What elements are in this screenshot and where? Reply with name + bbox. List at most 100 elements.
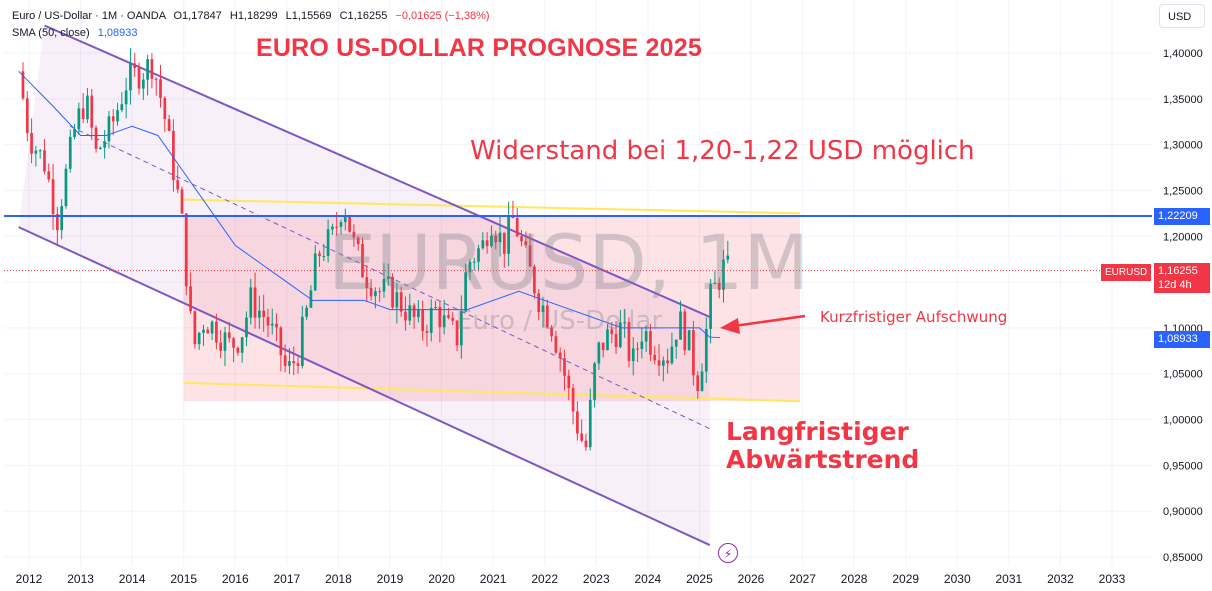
candle-body [726,255,730,260]
price-tick-label: 1,30000 [1163,140,1203,152]
candle-body [593,363,596,400]
time-tick-label: 2031 [996,572,1023,586]
candle-body [137,67,141,89]
time-tick-label: 2016 [222,572,249,586]
candle-body [554,336,558,353]
candle-body [520,236,523,242]
time-tick-label: 2018 [325,572,352,586]
candle-body [60,206,64,231]
candle-body [98,147,102,149]
candle-body [550,327,553,337]
candle-body [176,180,180,190]
chart-legend[interactable]: Euro / US-Dollar · 1M · OANDA O1,17847 H… [12,8,490,42]
candle-body [455,320,459,346]
candle-body [270,323,274,326]
candle-body [223,332,227,351]
price-tick-label: 1,40000 [1163,48,1203,60]
candle-body [43,150,46,172]
price-tick-label: 1,35000 [1163,94,1203,106]
candle-body [266,317,270,326]
candle-body [25,98,29,133]
candle-body [704,328,708,372]
current-price-tag: 1,16255 12d 4h [1154,263,1210,293]
candle-body [640,341,644,349]
price-tick-label: 0,90000 [1163,506,1203,518]
candle-body [404,311,407,321]
candle-body [464,272,467,312]
time-tick-label: 2024 [635,572,662,586]
candle-body [150,59,154,79]
candle-body [120,104,124,111]
candle-body [305,307,308,317]
legend-symbol[interactable]: Euro / US-Dollar · 1M · OANDA [12,10,166,22]
candle-body [627,322,631,362]
candle-body [515,217,519,237]
candle-body [258,310,261,318]
candle-body [661,360,665,366]
short-term-arrow-shaft [733,314,806,328]
candle-body [81,108,85,120]
candlestick-series [21,48,730,451]
candle-body [227,332,231,339]
candle-body [197,332,201,345]
candle-body [541,305,545,313]
candle-body [408,305,412,321]
candle-body [292,361,296,364]
candle-body [614,334,618,347]
short-term-annotation: Kurzfristiger Aufschwung [820,308,1008,326]
lightning-icon[interactable]: ⚡ [718,543,738,563]
candle-body [369,287,373,297]
candle-body [159,79,162,98]
price-tick-label: 0,95000 [1163,460,1203,472]
time-axis: 2012 2013 2014 2015 2016 2017 2018 2019 2020 2021… [16,572,1126,586]
long-term-annotation-line2: Abwärtstrend [726,445,920,474]
candle-body [163,97,167,120]
candle-body [124,90,128,105]
time-tick-label: 2028 [841,572,868,586]
candle-body [146,59,149,80]
candle-body [528,245,532,267]
price-tick-label: 1,25000 [1163,185,1203,197]
price-tick-label: 1,05000 [1163,369,1203,381]
channel-lower-line [18,226,711,546]
candle-body [356,237,360,245]
candle-body [468,261,472,273]
candle-body [649,331,652,355]
channel-fill [18,25,710,546]
legend-open: O1,17847 [173,10,222,22]
candle-body [477,248,480,262]
candle-body [262,310,265,318]
candle-body [94,127,98,149]
candle-body [210,321,214,334]
candle-body [601,342,605,351]
resistance-price-tag: 1,22209 [1154,208,1210,225]
candle-body [421,310,425,332]
candle-body [232,338,235,348]
candle-body [687,330,691,351]
candle-body [90,95,94,128]
legend-sma-label[interactable]: SMA (50, close) [12,27,90,39]
legend-indicator-row[interactable]: SMA (50, close) 1,08933 [12,25,490,42]
long-term-annotation-line1: Langfristiger [726,417,909,446]
candle-body [51,179,55,215]
currency-button[interactable]: USD [1159,4,1205,28]
symbol-price-tag: EURUSD [1101,264,1152,281]
legend-series-row[interactable]: Euro / US-Dollar · 1M · OANDA O1,17847 H… [12,8,490,25]
candle-body [631,348,635,362]
candle-body [64,168,68,207]
time-tick-label: 2015 [170,572,197,586]
price-tick-label: 1,00000 [1163,415,1203,427]
candle-body [133,63,137,68]
candle-body [167,119,171,131]
candle-body [717,282,721,290]
range-top-line [183,198,801,215]
candle-body [189,286,192,312]
candle-body [77,108,81,130]
candle-body [679,311,682,340]
candle-body [563,358,566,376]
candle-body [107,116,111,142]
candle-body [21,71,25,99]
price-tick-label: 0,85000 [1163,552,1203,564]
candle-body [339,222,343,227]
